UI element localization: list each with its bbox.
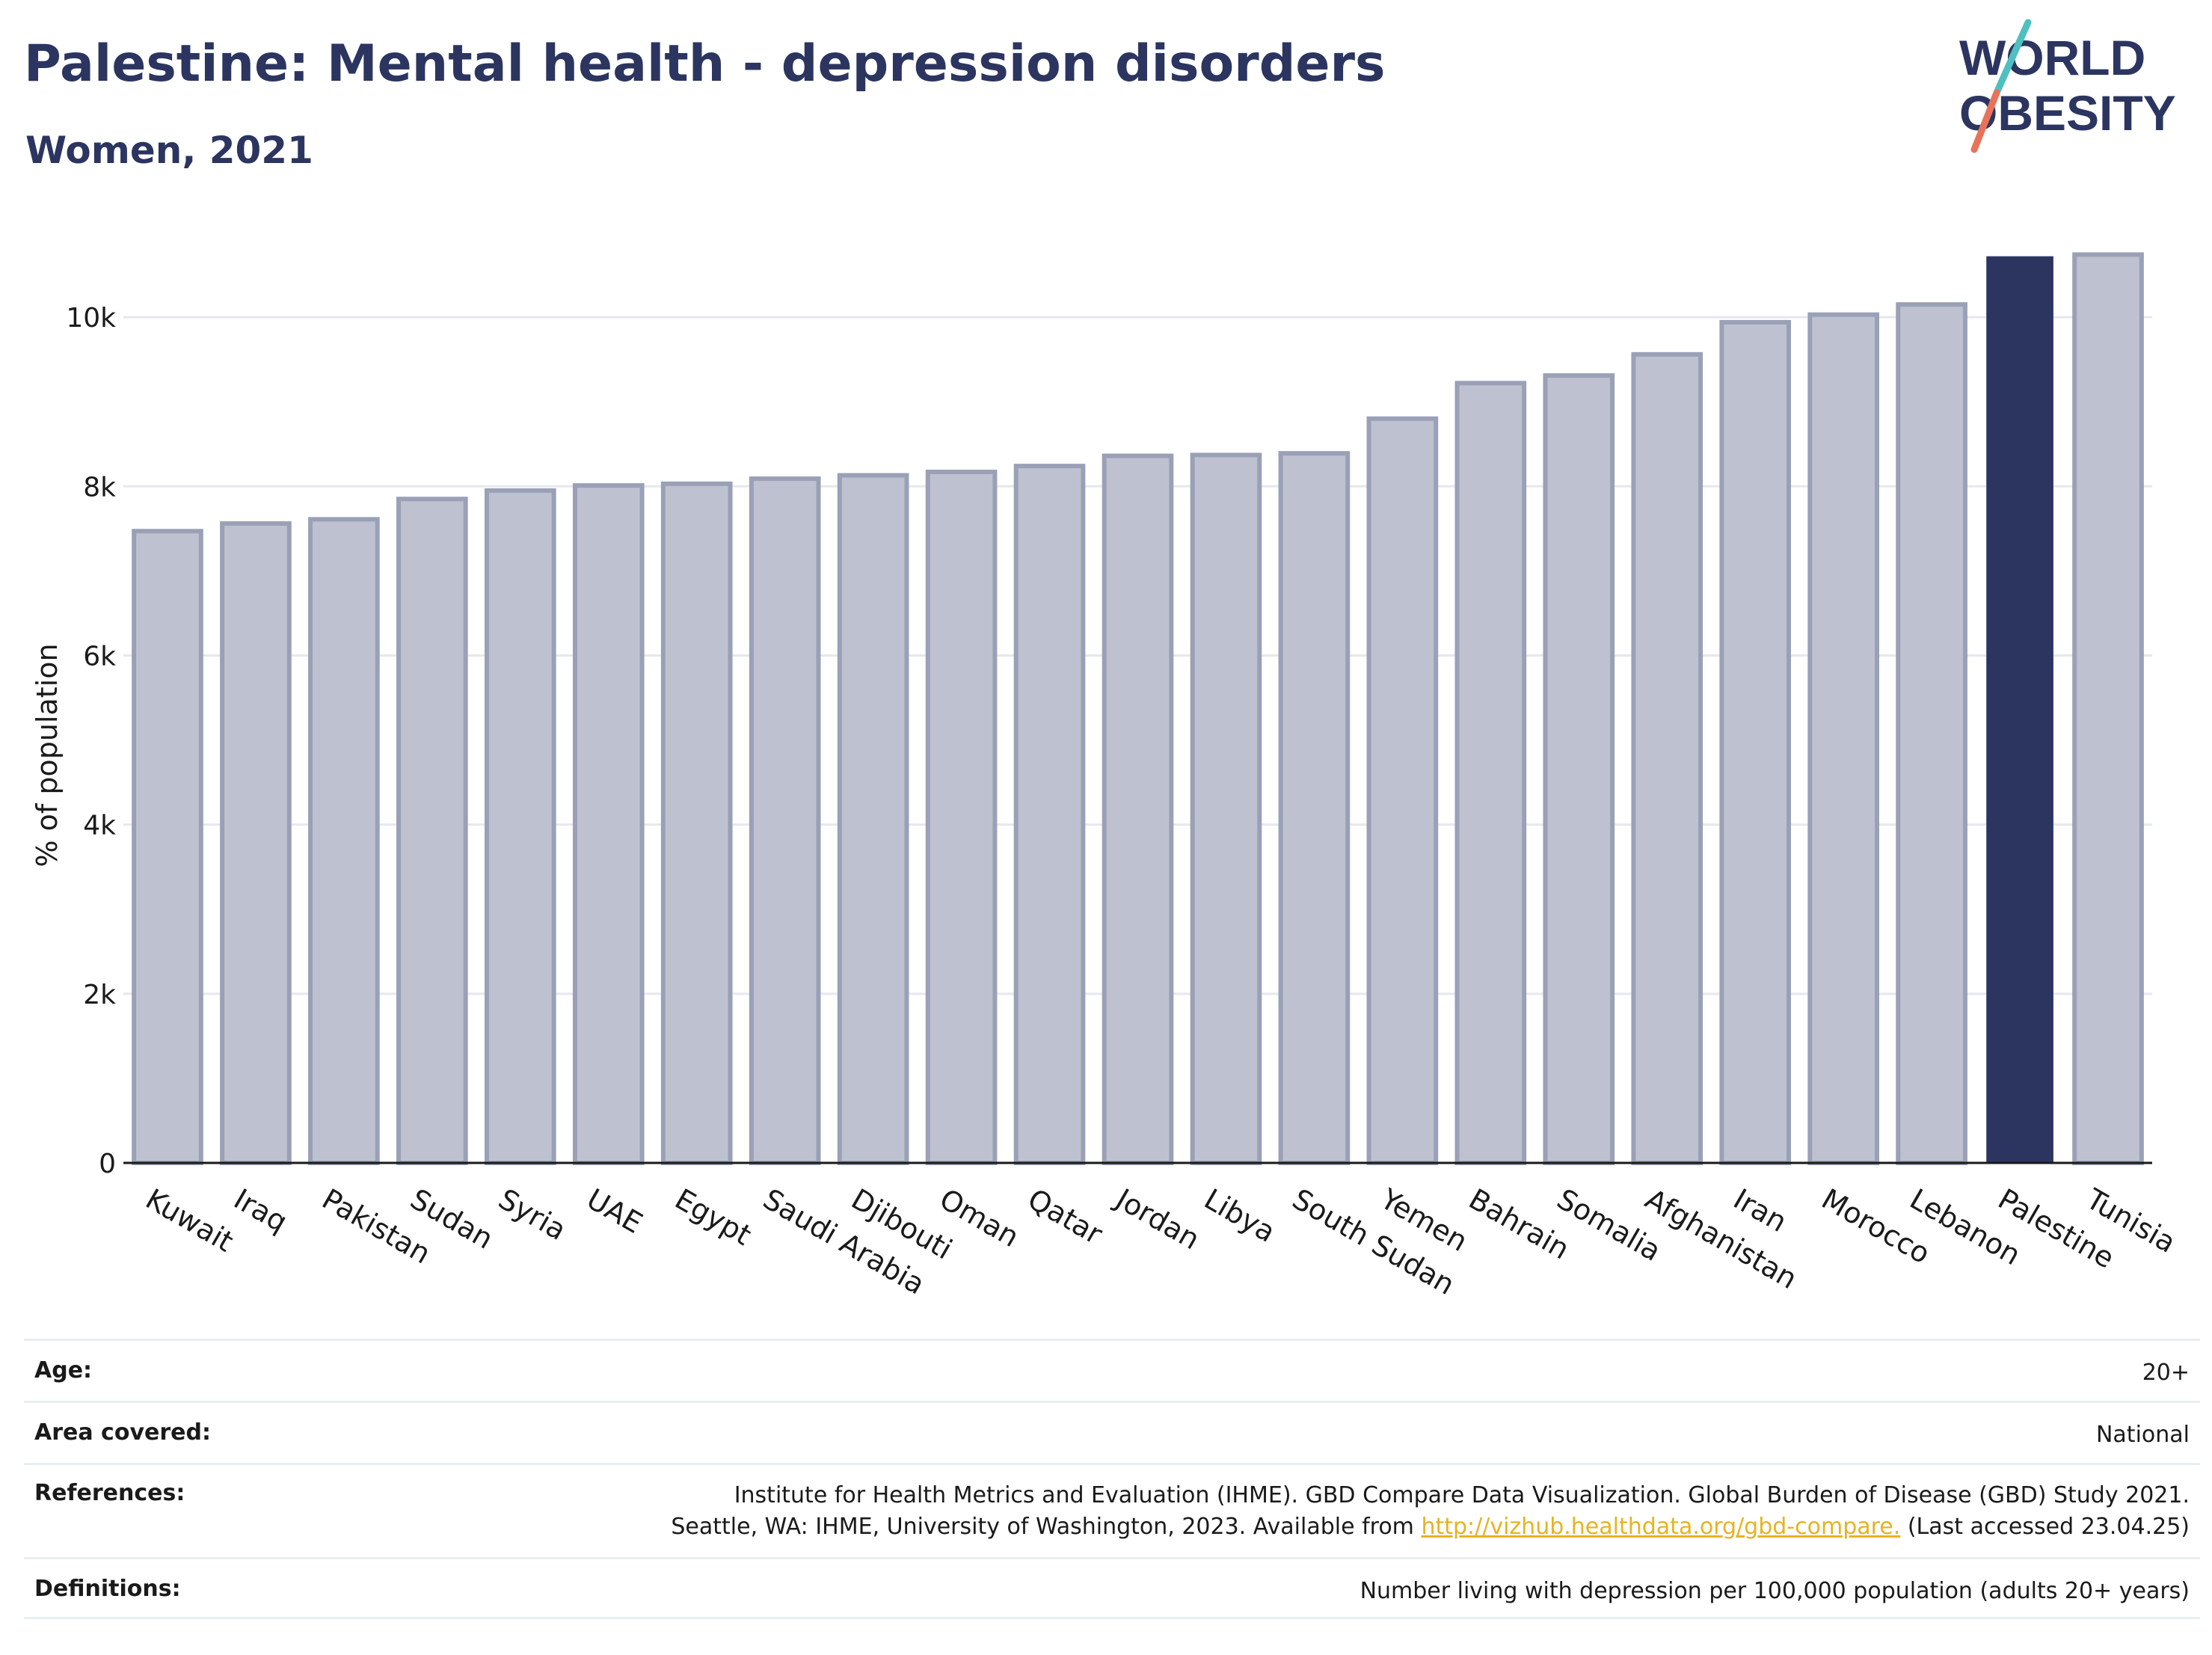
bar-morocco xyxy=(1807,312,1879,1165)
bar-sudan xyxy=(396,497,468,1165)
bar-south-sudan xyxy=(1278,451,1351,1165)
info-row-references: References: Institute for Health Metrics… xyxy=(24,1463,2200,1557)
references-label: References: xyxy=(34,1480,185,1506)
area-label: Area covered: xyxy=(34,1419,211,1446)
y-tick-label: 8k xyxy=(83,472,116,503)
y-axis-label: % of population xyxy=(31,643,64,867)
definitions-value: Number living with depression per 100,00… xyxy=(1360,1578,2190,1604)
bar-jordan xyxy=(1102,453,1174,1165)
bar-afghanistan xyxy=(1631,351,1703,1165)
bar-syria xyxy=(484,488,556,1165)
info-table: Age: 20+ Area covered: National Referenc… xyxy=(24,1339,2200,1619)
bar-layer xyxy=(132,252,2144,1166)
bar-iran xyxy=(1719,319,1792,1166)
x-tick-label: Bahrain xyxy=(1463,1182,1575,1266)
bar-libya xyxy=(1190,452,1262,1165)
references-value: Institute for Health Metrics and Evaluat… xyxy=(671,1480,2190,1543)
bar-saudi-arabia xyxy=(749,476,821,1165)
logo-slash-bottom xyxy=(1970,89,2000,153)
references-link[interactable]: http://vizhub.healthdata.org/gbd-compare… xyxy=(1421,1514,1901,1540)
x-tick-label: Qatar xyxy=(1022,1182,1108,1251)
y-tick-label: 0 xyxy=(99,1149,116,1179)
x-tick-label: Kuwait xyxy=(140,1182,239,1259)
bar-bahrain xyxy=(1454,381,1527,1166)
bar-djibouti xyxy=(837,473,909,1165)
logo-line1: WORLD xyxy=(1959,30,2145,85)
x-tick-label: Syria xyxy=(493,1182,571,1247)
info-row-definitions: Definitions: Number living with depressi… xyxy=(24,1557,2200,1619)
age-value: 20+ xyxy=(2142,1360,2190,1386)
bar-qatar xyxy=(1013,464,1086,1165)
bar-tunisia xyxy=(2072,252,2144,1165)
y-tick-label: 6k xyxy=(83,641,116,672)
x-tick-label: Jordan xyxy=(1109,1182,1205,1256)
definitions-label: Definitions: xyxy=(34,1576,181,1602)
x-tick-label: UAE xyxy=(581,1182,648,1240)
y-tick-label: 10k xyxy=(66,303,116,334)
logo-slash-top xyxy=(1993,19,2032,96)
bar-somalia xyxy=(1543,373,1615,1165)
info-row-age: Age: 20+ xyxy=(24,1339,2200,1401)
bar-yemen xyxy=(1366,416,1439,1165)
area-value: National xyxy=(2095,1422,2190,1448)
y-tick-label: 4k xyxy=(83,811,116,841)
age-label: Age: xyxy=(34,1357,93,1384)
world-obesity-logo: WORLD OBESITY xyxy=(1959,19,2176,153)
x-tick-label: Libya xyxy=(1199,1182,1281,1249)
chart-title: Palestine: Mental health - depression di… xyxy=(24,34,1386,93)
bar-oman xyxy=(925,470,998,1165)
x-tick-label: Egypt xyxy=(669,1182,757,1252)
bar-palestine xyxy=(1986,256,2053,1163)
bar-kuwait xyxy=(132,529,203,1165)
y-tick-label: 2k xyxy=(83,980,116,1010)
bar-egypt xyxy=(660,481,733,1165)
bar-iraq xyxy=(220,521,292,1165)
info-row-area: Area covered: National xyxy=(24,1401,2200,1463)
bar-pakistan xyxy=(308,517,380,1165)
references-line1: Institute for Health Metrics and Evaluat… xyxy=(734,1482,2190,1508)
chart-subtitle: Women, 2021 xyxy=(25,129,313,172)
references-line2-suffix: (Last accessed 23.04.25) xyxy=(1900,1514,2190,1540)
bar-lebanon xyxy=(1896,302,1967,1165)
references-line2-prefix: Seattle, WA: IHME, University of Washing… xyxy=(671,1514,1422,1540)
bar-uae xyxy=(572,483,645,1165)
y-tick-labels: 0 2k 4k 6k 8k 10k xyxy=(66,303,116,1179)
